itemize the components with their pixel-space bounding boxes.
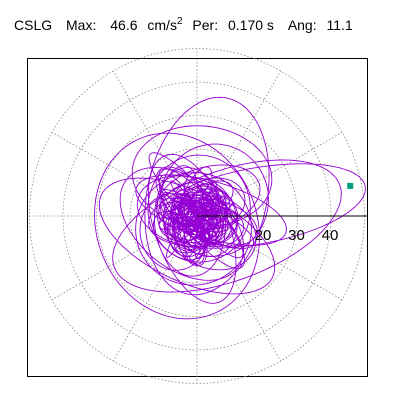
orbit-trace xyxy=(94,96,366,320)
max-value: 46.6 xyxy=(110,17,138,33)
grid-spoke-300 xyxy=(213,244,282,362)
period-value: 0.170 s xyxy=(227,17,274,33)
max-label: Max: xyxy=(66,17,97,33)
grid-spoke-30 xyxy=(225,131,343,200)
grid-spoke-210 xyxy=(51,232,169,301)
ring-label-40: 40 xyxy=(322,227,339,244)
chart-header: CSLG Max: 46.6 cm/s2 Per: 0.170 s Ang: 1… xyxy=(14,16,394,33)
angle-value: 11.1 xyxy=(326,17,353,33)
grid-spoke-240 xyxy=(112,244,181,362)
ring-label-30: 30 xyxy=(288,227,305,244)
max-unit: cm/s2 xyxy=(147,16,182,33)
orbit-trace-group xyxy=(94,96,366,320)
max-unit-exponent: 2 xyxy=(176,16,183,27)
ring-labels: 20 30 40 xyxy=(255,227,339,244)
peak-marker xyxy=(347,182,354,189)
period-label: Per: xyxy=(192,17,219,33)
angle-label: Ang: xyxy=(287,17,317,33)
max-unit-base: cm/s xyxy=(147,17,177,33)
grid-spoke-60 xyxy=(213,70,282,188)
grid-spoke-120 xyxy=(112,70,181,188)
ring-label-20: 20 xyxy=(255,227,272,244)
plot-frame xyxy=(27,58,368,377)
station-code: CSLG xyxy=(14,17,53,33)
